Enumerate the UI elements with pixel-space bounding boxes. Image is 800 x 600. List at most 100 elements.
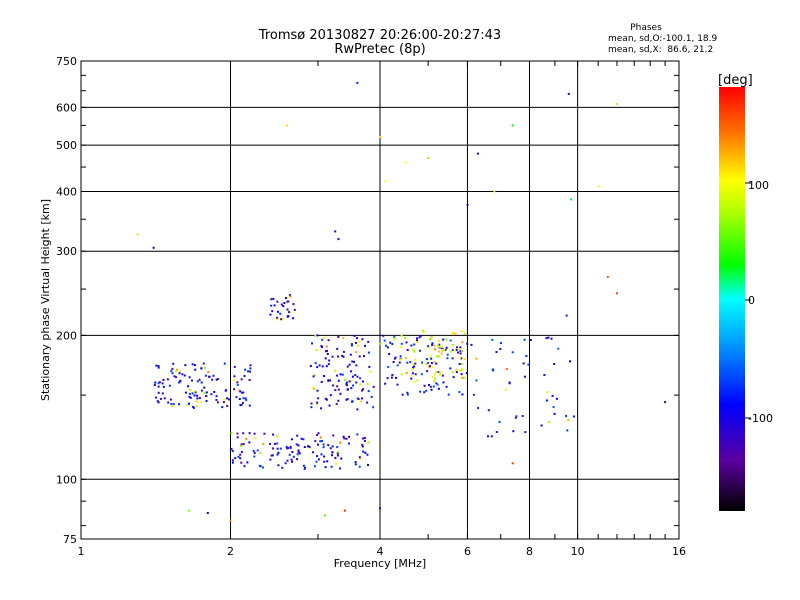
data-point [440, 352, 443, 355]
data-point [212, 374, 215, 377]
data-point [320, 345, 323, 347]
data-point [551, 394, 554, 397]
data-point [249, 370, 251, 373]
data-point [460, 363, 463, 365]
data-point [337, 238, 340, 241]
data-point [433, 344, 436, 347]
data-point [271, 310, 274, 313]
data-point [320, 453, 323, 456]
data-point [334, 389, 337, 392]
data-point [421, 361, 423, 364]
data-point [437, 387, 440, 390]
data-point [458, 391, 461, 393]
data-point [388, 353, 391, 355]
data-point [327, 363, 330, 366]
data-point [317, 443, 319, 446]
data-point [276, 447, 279, 450]
data-point [447, 393, 450, 396]
data-point [325, 345, 328, 348]
data-point [312, 375, 315, 378]
data-point [361, 397, 363, 400]
data-point [215, 395, 218, 398]
data-point [285, 297, 287, 299]
data-point [239, 390, 242, 393]
data-point [460, 330, 463, 333]
data-point [358, 456, 361, 459]
data-point [158, 381, 161, 384]
data-point [346, 384, 349, 387]
data-point [521, 415, 524, 417]
data-point [337, 355, 340, 358]
data-point [356, 397, 359, 400]
data-point [349, 353, 352, 356]
x-tick-label: 16 [672, 545, 686, 558]
data-point [565, 415, 567, 417]
data-point [309, 365, 312, 367]
data-point [336, 347, 339, 350]
data-point [162, 385, 165, 388]
data-point [202, 362, 205, 365]
data-point [280, 303, 283, 306]
data-point [410, 344, 413, 347]
data-point [429, 338, 431, 341]
y-tick-label: 100 [56, 473, 77, 486]
data-point [416, 379, 419, 382]
data-point [297, 449, 300, 452]
data-point [342, 350, 345, 353]
data-point [390, 376, 393, 379]
data-point [325, 350, 328, 353]
data-point [286, 124, 289, 127]
data-point [449, 350, 452, 353]
data-point [240, 451, 243, 453]
data-point [353, 334, 356, 337]
data-point [172, 362, 175, 365]
data-point [288, 294, 291, 296]
data-point [438, 370, 441, 373]
data-point [272, 433, 275, 436]
data-point [334, 230, 337, 233]
data-point [194, 391, 197, 394]
data-point [414, 358, 417, 361]
data-point [353, 360, 355, 363]
data-point [269, 458, 272, 461]
data-point [243, 465, 246, 468]
chart-title-line1: Tromsø 20130827 20:26:00-20:27:43 [258, 28, 501, 43]
data-point [316, 389, 319, 392]
data-point [240, 403, 243, 406]
data-point [168, 384, 171, 387]
data-point [242, 397, 245, 400]
data-point [372, 385, 375, 388]
data-point [546, 391, 549, 394]
data-point [188, 393, 191, 395]
data-point [348, 435, 350, 438]
data-point [416, 337, 419, 340]
data-point [233, 388, 236, 391]
data-point [389, 341, 392, 344]
data-point [315, 460, 318, 463]
data-point [487, 435, 489, 438]
data-point [330, 465, 333, 468]
colorbar-tick-0: 0 [748, 294, 755, 307]
phases-o-stats: mean, sd,O:-100.1, 18.9 [608, 34, 718, 44]
data-point [279, 312, 282, 315]
data-point [188, 402, 190, 405]
data-point [242, 443, 245, 446]
data-point [361, 389, 364, 392]
data-point [198, 378, 201, 381]
data-point [461, 350, 464, 353]
data-point [174, 370, 177, 373]
data-point [452, 343, 455, 346]
data-point [370, 395, 373, 398]
data-point [432, 385, 435, 388]
data-point [445, 338, 448, 341]
data-point [270, 298, 273, 301]
data-point [427, 362, 429, 364]
data-point [359, 383, 362, 386]
data-point [462, 376, 465, 379]
data-point [300, 437, 303, 440]
data-point [324, 514, 326, 517]
data-point [320, 381, 323, 383]
data-point [277, 451, 280, 454]
data-point [366, 401, 369, 404]
